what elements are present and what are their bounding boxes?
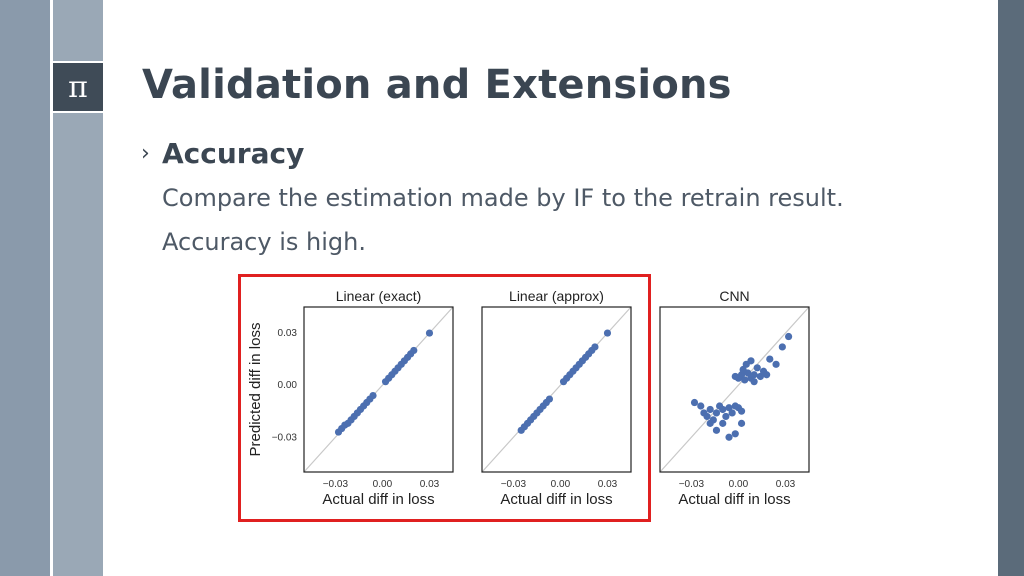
y-tick-label: 0.00: [278, 380, 298, 391]
data-point: [737, 419, 746, 427]
data-point: [591, 343, 599, 351]
data-point: [763, 371, 771, 379]
data-point: [772, 360, 780, 368]
x-tick-label: 0.00: [551, 479, 571, 490]
x-tick-label: −0.03: [679, 479, 705, 490]
data-point: [737, 407, 746, 415]
x-tick-label: −0.03: [323, 479, 349, 490]
bullet-heading: Accuracy: [162, 137, 305, 170]
x-tick-label: 0.03: [776, 479, 796, 490]
data-point: [719, 405, 727, 414]
y-axis-label: Predicted diff in loss: [247, 323, 264, 457]
x-axis-label: Actual diff in loss: [500, 491, 612, 508]
x-axis-label: Actual diff in loss: [322, 491, 434, 508]
y-tick-label: −0.03: [272, 432, 298, 443]
plot-frame: [659, 306, 810, 473]
slide-title: Validation and Extensions: [142, 62, 732, 108]
data-point: [778, 343, 786, 351]
plot-frame: [303, 306, 454, 473]
data-point: [725, 404, 733, 412]
data-point: [712, 409, 721, 417]
right-decor-band: [998, 0, 1024, 576]
body-text-line-1: Compare the estimation made by IF to the…: [162, 184, 844, 212]
pi-logo: π: [53, 61, 103, 113]
data-point: [750, 371, 758, 379]
data-point: [739, 365, 747, 374]
data-point: [706, 405, 714, 414]
data-point: [741, 376, 749, 384]
data-point: [697, 402, 705, 410]
data-point: [719, 419, 727, 427]
x-tick-label: 0.00: [729, 479, 749, 490]
data-point: [712, 426, 721, 434]
y-tick-label: 0.03: [278, 328, 298, 339]
left-decor-band: [0, 0, 50, 576]
data-point: [410, 346, 418, 355]
data-point: [728, 409, 736, 417]
data-point: [545, 395, 554, 403]
x-tick-label: 0.00: [373, 479, 393, 490]
diagonal-line: [659, 306, 810, 473]
x-axis-label: Actual diff in loss: [678, 491, 790, 508]
data-point: [369, 391, 377, 400]
chart-title: Linear (approx): [509, 288, 604, 304]
highlight-box: [238, 274, 651, 522]
data-point: [766, 355, 774, 363]
data-point: [785, 332, 793, 341]
data-point: [690, 398, 699, 407]
data-point: [703, 412, 711, 421]
data-point: [425, 329, 434, 337]
data-point: [731, 430, 739, 438]
data-point: [706, 419, 714, 427]
data-point: [747, 357, 755, 365]
x-tick-label: 0.03: [420, 479, 440, 490]
bullet-chevron-icon: ›: [141, 141, 150, 166]
plot-frame: [481, 306, 632, 473]
pi-symbol: π: [68, 69, 88, 105]
chart-title: Linear (exact): [336, 288, 422, 304]
body-text-line-2: Accuracy is high.: [162, 228, 366, 256]
data-point: [731, 372, 739, 381]
x-tick-label: −0.03: [501, 479, 527, 490]
chart-title: CNN: [719, 288, 749, 304]
x-tick-label: 0.03: [598, 479, 618, 490]
data-point: [725, 433, 733, 441]
data-point: [753, 364, 761, 372]
data-point: [750, 378, 758, 386]
data-point: [756, 372, 764, 381]
data-point: [603, 329, 612, 337]
data-point: [722, 412, 730, 421]
